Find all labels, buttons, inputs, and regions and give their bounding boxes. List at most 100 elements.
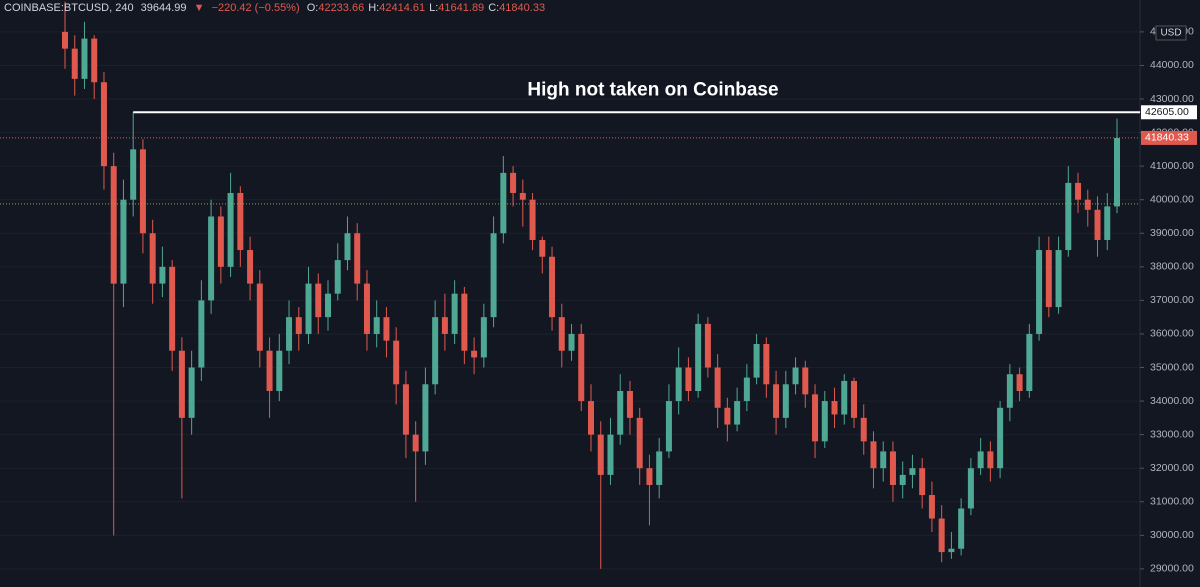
candle-body [636,417,643,469]
y-tick-label: 32000.00 [1150,462,1194,474]
candle-body [773,384,780,418]
candle-body [1006,374,1013,408]
last-price-label: 41840.33 [1145,132,1189,144]
ohlc-value: 42233.66 [318,2,365,14]
candle-body [62,31,68,49]
candle-body [656,451,663,485]
candle-body [305,283,312,334]
candle-body [529,199,536,240]
candle-body [227,192,234,267]
annotation: High not taken on Coinbase [527,79,778,100]
candle-body [110,166,117,284]
y-tick-label: 31000.00 [1150,496,1194,508]
candle-body [276,350,283,391]
candle-body [91,38,98,83]
candle-body [149,233,156,284]
candle-body [568,333,575,351]
candle-body [889,451,896,485]
candle-body [1104,206,1111,240]
candle-body [588,401,594,435]
y-tick-label: 37000.00 [1150,294,1194,306]
candle-body [198,300,205,368]
y-tick-label: 29000.00 [1150,563,1194,575]
candle-body [1026,333,1033,391]
candle-body [997,407,1004,469]
candle-body [208,216,215,301]
candle-body [383,317,390,341]
candle-body [500,172,507,234]
candle-body [130,149,137,200]
candle-body [295,317,302,334]
candle-body [325,293,331,318]
candle-body [724,407,731,425]
y-tick-label: 40000.00 [1150,193,1194,205]
candle-body [334,260,341,294]
ohlc-item: L:41641.89 [429,2,484,14]
candle-body [734,401,741,425]
candle-body [928,495,935,519]
candle-body [188,367,195,418]
candle-body [519,192,526,200]
arrow: ▼ [193,2,205,14]
candle-body [792,367,799,385]
candle-body [169,266,176,351]
candle-body [451,293,458,334]
candle-body [782,384,789,418]
candle-body [617,390,624,435]
candle-body [821,401,828,442]
candle-body [1036,250,1043,334]
candle-body [675,367,682,402]
candle-body [237,192,244,251]
candle-body [139,149,146,234]
candle-body [373,317,380,334]
candle-body [402,384,409,435]
candle-body [256,283,263,351]
candle-body [714,367,721,408]
candle-body [880,451,887,469]
candle-body [490,233,497,318]
header: COINBASE:BTCUSD, 240 39644.99 ▼ −220.42 … [4,2,549,14]
candle-body [870,441,877,469]
candle-body [100,82,107,167]
price: 39644.99 [140,2,187,14]
candle-body [441,317,448,334]
ohlc-key: L: [429,2,439,14]
candle-body [432,317,439,385]
candle-body [958,508,965,549]
candle-body [977,451,984,469]
ohlc-item: C:41840.33 [488,2,545,14]
candle-body [539,239,546,257]
candle-body [665,401,672,452]
y-tick-label: 30000.00 [1150,529,1194,541]
ohlc-value: 41840.33 [499,2,546,14]
candle-body [471,350,478,358]
ohlc-key: O: [306,2,319,14]
currency-box [1155,25,1187,41]
candle-body [344,233,351,261]
candle-body [1055,250,1062,308]
candle-body [695,323,702,391]
candle-body [549,256,556,318]
candle-body [1065,182,1072,251]
candle-body [480,317,487,358]
candle-body [919,468,926,496]
candle-body [363,283,370,334]
candle-body [851,380,857,418]
change: −220.42 (−0.55%) [211,2,300,14]
y-tick-label: 44000.00 [1150,59,1194,71]
candle-body [763,344,770,385]
y-tick-label: 35000.00 [1150,361,1194,373]
candle-body [1016,374,1023,391]
candle-body [812,394,819,442]
candle-body [1094,209,1101,240]
candle-body [899,474,906,485]
candle-body [1075,182,1082,200]
candle-body [743,377,750,402]
y-tick-label: 36000.00 [1150,328,1194,340]
candle-body [422,384,429,452]
y-tick-label: 34000.00 [1150,395,1194,407]
candle-body [704,323,711,368]
